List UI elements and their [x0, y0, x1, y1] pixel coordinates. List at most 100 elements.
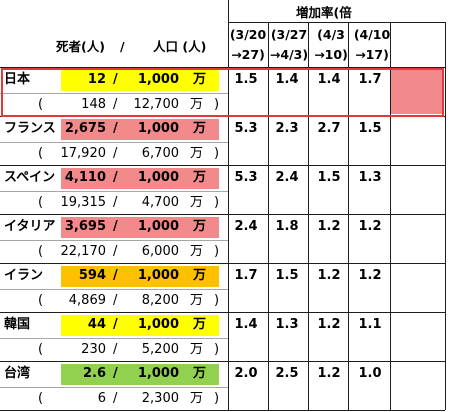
- row-divider: [0, 165, 445, 166]
- column-divider: [228, 0, 229, 410]
- per-population: 1,000: [137, 366, 179, 381]
- column-divider: [445, 22, 446, 410]
- ratio-highlight: [61, 168, 219, 189]
- country-name: 台湾: [4, 366, 31, 381]
- close-paren: ): [214, 293, 220, 308]
- growth-rate: 1.2: [317, 268, 341, 283]
- slash: /: [113, 391, 118, 406]
- total-deaths: 230: [81, 342, 106, 357]
- unit-man: 万: [193, 72, 207, 87]
- growth-rate: 2.7: [317, 121, 341, 136]
- open-paren: (: [38, 391, 44, 406]
- growth-rate: 2.4: [234, 219, 258, 234]
- deaths-per-10m: 44: [87, 317, 106, 332]
- growth-title-divider: [228, 22, 445, 23]
- deaths-per-10m: 594: [78, 268, 106, 283]
- sub-row-divider: [0, 387, 228, 388]
- sub-row-divider: [0, 191, 228, 192]
- row-divider: [0, 214, 445, 215]
- open-paren: (: [38, 342, 44, 357]
- column-divider: [268, 22, 269, 410]
- growth-rate: 1.2: [358, 268, 382, 283]
- period-header-line1: (3/27: [270, 27, 308, 42]
- population-header: 人口 (人): [153, 39, 207, 54]
- total-population: 4,700: [141, 195, 179, 210]
- period-header-line2: →17): [355, 47, 389, 62]
- per-population: 1,000: [137, 72, 179, 87]
- total-population: 5,200: [141, 342, 179, 357]
- growth-rate: 1.5: [317, 170, 341, 185]
- growth-rate: 1.2: [317, 317, 341, 332]
- country-name: フランス: [4, 121, 56, 136]
- period-header-line1: (3/20: [229, 27, 267, 42]
- total-deaths: 148: [81, 97, 106, 112]
- slash: /: [113, 195, 118, 210]
- growth-rate: 2.5: [275, 366, 299, 381]
- total-deaths: 22,170: [60, 244, 107, 259]
- unit-man: 万: [193, 366, 207, 381]
- open-paren: (: [38, 244, 44, 259]
- growth-rate: 1.4: [234, 317, 258, 332]
- column-divider: [390, 22, 391, 410]
- growth-rate: 1.8: [275, 219, 299, 234]
- deaths-per-10m: 2.6: [82, 366, 106, 381]
- slash: /: [113, 146, 118, 161]
- unit-man: 万: [193, 121, 207, 136]
- header-divider: [0, 67, 445, 68]
- deaths-per-10m: 2,675: [64, 121, 106, 136]
- sub-row-divider: [0, 289, 228, 290]
- period-header-line2: →10): [314, 47, 348, 62]
- close-paren: ): [214, 391, 220, 406]
- sub-row-divider: [0, 142, 228, 143]
- close-paren: ): [214, 244, 220, 259]
- growth-rate-title: 増加率(倍: [296, 5, 352, 20]
- total-population: 8,200: [141, 293, 179, 308]
- slash: /: [113, 366, 118, 381]
- slash: /: [113, 170, 118, 185]
- growth-rate: 1.2: [317, 366, 341, 381]
- growth-rate: 2.0: [234, 366, 258, 381]
- close-paren: ): [214, 195, 220, 210]
- column-divider: [348, 22, 349, 410]
- growth-rate: 2.3: [275, 121, 299, 136]
- japan-emphasis-box: [1, 68, 444, 117]
- total-population: 12,700: [133, 97, 180, 112]
- deaths-per-10m: 12: [87, 72, 106, 87]
- close-paren: ): [214, 342, 220, 357]
- country-name: イラン: [4, 268, 44, 283]
- country-name: イタリア: [4, 219, 56, 234]
- column-divider: [308, 22, 309, 410]
- close-paren: ): [214, 97, 220, 112]
- growth-rate: 1.3: [358, 170, 382, 185]
- unit-man: 万: [190, 342, 204, 357]
- slash: /: [113, 268, 118, 283]
- per-population: 1,000: [137, 268, 179, 283]
- ratio-highlight: [61, 70, 219, 91]
- growth-rate: 1.7: [358, 72, 382, 87]
- growth-rate: 1.4: [317, 72, 341, 87]
- growth-rate: 1.3: [275, 317, 299, 332]
- unit-man: 万: [193, 219, 207, 234]
- open-paren: (: [38, 97, 44, 112]
- growth-rate: 5.3: [234, 170, 258, 185]
- ratio-highlight: [61, 364, 219, 385]
- growth-rate: 2.4: [275, 170, 299, 185]
- unit-man: 万: [190, 244, 204, 259]
- open-paren: (: [38, 293, 44, 308]
- row-divider: [0, 263, 445, 264]
- growth-rate: 1.5: [275, 268, 299, 283]
- unit-man: 万: [190, 195, 204, 210]
- growth-rate: 1.4: [275, 72, 299, 87]
- period-header-line1: (4/3: [317, 27, 345, 42]
- row-divider: [0, 410, 445, 411]
- slash: /: [113, 317, 118, 332]
- sub-row-divider: [0, 93, 228, 94]
- sub-row-divider: [0, 240, 228, 241]
- growth-rate: 1.5: [234, 72, 258, 87]
- unit-man: 万: [190, 97, 204, 112]
- total-deaths: 19,315: [60, 195, 107, 210]
- growth-rate: 1.7: [234, 268, 258, 283]
- slash: /: [113, 72, 118, 87]
- unit-man: 万: [193, 170, 207, 185]
